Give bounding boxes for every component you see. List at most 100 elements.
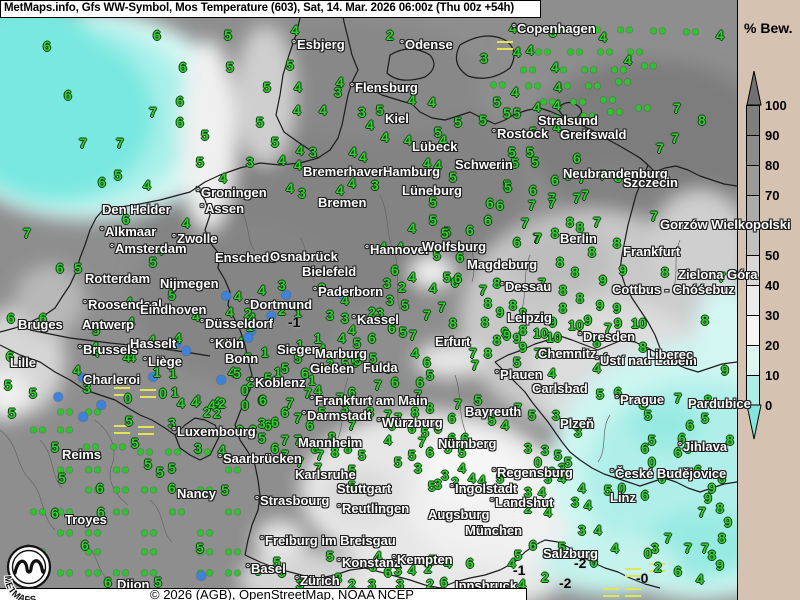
temp-value: 2 [451, 474, 459, 490]
temp-value: 8 [366, 404, 374, 420]
fog-icon [649, 563, 665, 572]
city-label: °Flensburg [350, 80, 418, 95]
city-label: Hasselt [130, 336, 177, 351]
drizzle-icon: ●● [611, 65, 629, 74]
city-label: Plzeň [560, 416, 594, 431]
drizzle-icon: ●● [585, 25, 603, 34]
city-label: °Paderborn [313, 284, 384, 299]
temp-value: 4 [558, 470, 566, 486]
temp-value: 6 [39, 310, 47, 326]
temp-value: 6 [96, 480, 104, 496]
temp-value: 5 [474, 392, 482, 408]
drizzle-icon: ●● [570, 97, 588, 106]
city-label: °Kassel [352, 312, 399, 327]
temp-value: 3 [383, 275, 391, 291]
temp-value: -1 [513, 562, 526, 578]
temp-value: 10 [533, 325, 549, 341]
temp-value: 4 [501, 417, 509, 433]
temp-value: 9 [704, 490, 712, 506]
temp-value: 6 [641, 487, 649, 503]
temp-value: 10 [631, 315, 647, 331]
temp-value: 6 [496, 197, 504, 213]
temp-value: 6 [426, 444, 434, 460]
temp-value: 4 [594, 522, 602, 538]
temp-value: 3 [309, 144, 317, 160]
city-label: °Dresden [578, 329, 636, 344]
temp-value: 4 [336, 182, 344, 198]
city-dot: ° [313, 286, 317, 297]
temp-value: 3 [571, 494, 579, 510]
city-dot: ° [172, 233, 176, 244]
temp-value: 6 [306, 417, 314, 433]
temp-value: 7 [548, 195, 556, 211]
temp-value: 3 [549, 24, 557, 40]
temp-value: 6 [258, 392, 266, 408]
temp-value: 5 [526, 144, 534, 160]
fog-icon [114, 425, 130, 434]
city-dot: ° [392, 554, 396, 565]
temp-value: 8 [519, 322, 527, 338]
scale-arrow-bottom [746, 404, 762, 440]
drizzle-icon: ●● [551, 25, 569, 34]
drizzle-icon: ●● [169, 507, 187, 516]
temp-value: 4 [526, 42, 534, 58]
temp-value: 4 [213, 394, 221, 410]
temp-value: 7 [578, 170, 586, 186]
temp-value: 4 [348, 322, 356, 338]
city-label: °Brussels [78, 342, 138, 357]
temp-value: 4 [148, 332, 156, 348]
city-dot: ° [352, 314, 356, 325]
temp-value: 6 [368, 330, 376, 346]
temp-value: 0 [241, 397, 249, 413]
temp-value: 4 [408, 220, 416, 236]
drizzle-icon: ●● [57, 528, 75, 537]
temp-value: 8 [701, 312, 709, 328]
temp-value: 6 [440, 574, 448, 590]
temp-value: 6 [416, 374, 424, 390]
temp-value: 2 [213, 405, 221, 421]
temp-value: 6 [391, 374, 399, 390]
rain-icon: ● [181, 343, 192, 357]
temp-value: 4 [509, 20, 517, 36]
temp-value: 5 [443, 224, 451, 240]
rain-icon: ● [216, 372, 227, 386]
temp-value: 7 [304, 385, 312, 401]
city-label: °Köln [210, 336, 244, 351]
temp-value: 4 [374, 548, 382, 564]
temp-value: 5 [341, 355, 349, 371]
temp-value: 6 [97, 504, 105, 520]
temp-value: 4 [177, 395, 185, 411]
city-label: Gießen [310, 361, 355, 376]
temp-value: 4 [336, 74, 344, 90]
temp-value: 5 [369, 350, 377, 366]
city-label: Szczecin [623, 175, 678, 190]
temp-value: 8 [334, 570, 342, 586]
temp-value: 6 [486, 195, 494, 211]
city-label: °Plauen [495, 367, 543, 382]
temp-value: 6 [423, 354, 431, 370]
temp-value: 6 [658, 470, 666, 486]
temp-value: 2 [524, 500, 532, 516]
temp-value: 2 [203, 404, 211, 420]
city-label: Siegen [277, 342, 320, 357]
temp-value: 7 [281, 447, 289, 463]
temp-value: 3 [386, 292, 394, 308]
city-label: Chemnitz [538, 346, 597, 361]
drizzle-icon: ●● [57, 465, 75, 474]
temp-value: 4 [599, 29, 607, 45]
temp-value: 4 [286, 180, 294, 196]
temp-value: 6 [176, 114, 184, 130]
temp-value: 7 [548, 190, 556, 206]
temp-value: 6 [484, 212, 492, 228]
city-dot: ° [246, 563, 250, 574]
temp-value: 3 [651, 540, 659, 556]
temp-value: 5 [156, 464, 164, 480]
temp-value: 5 [496, 470, 504, 486]
map-canvas [0, 0, 737, 600]
city-label: °Jihlava [678, 439, 728, 454]
city-label: Bremerhaven [303, 164, 387, 179]
city-dot: ° [450, 483, 454, 494]
temp-value: 6 [7, 310, 15, 326]
city-label: °Freiburg im Breisgau [260, 533, 396, 548]
temp-value: 5 [596, 386, 604, 402]
